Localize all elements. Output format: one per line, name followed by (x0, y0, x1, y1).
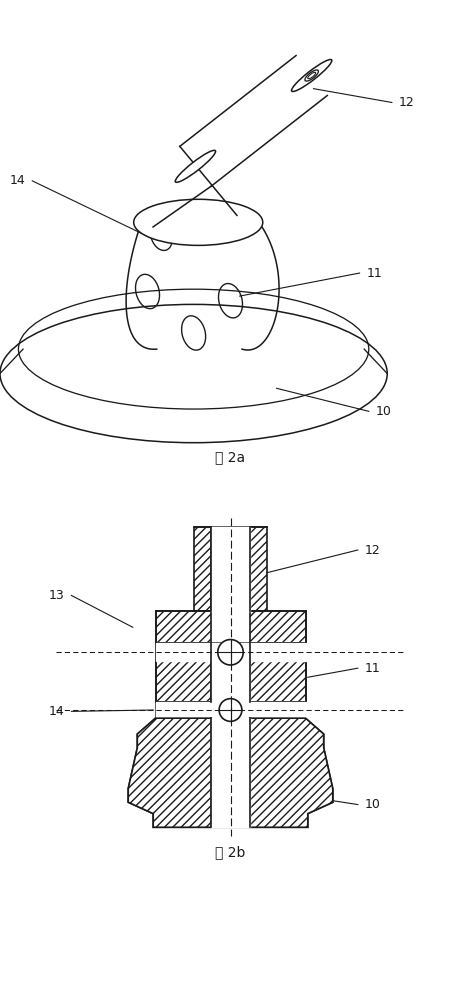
Ellipse shape (291, 59, 332, 92)
Text: 图 2a: 图 2a (215, 450, 246, 464)
Polygon shape (212, 718, 249, 827)
Polygon shape (128, 718, 212, 827)
Text: 12: 12 (399, 96, 414, 109)
Polygon shape (249, 643, 306, 661)
Ellipse shape (175, 150, 216, 182)
Polygon shape (249, 611, 306, 643)
Text: 13: 13 (49, 589, 65, 602)
Circle shape (219, 699, 242, 721)
Polygon shape (212, 643, 249, 702)
Polygon shape (155, 611, 212, 643)
Text: 图 2b: 图 2b (215, 845, 246, 859)
Polygon shape (249, 702, 306, 718)
Polygon shape (155, 643, 306, 661)
Text: 11: 11 (366, 267, 382, 280)
Polygon shape (155, 643, 212, 702)
Text: 10: 10 (376, 405, 391, 418)
Text: 10: 10 (365, 798, 380, 811)
Polygon shape (128, 718, 333, 827)
Polygon shape (155, 702, 306, 718)
Polygon shape (249, 527, 267, 611)
Polygon shape (249, 643, 306, 702)
Polygon shape (212, 527, 249, 611)
Text: 14: 14 (49, 705, 65, 718)
Ellipse shape (134, 199, 263, 245)
Text: 11: 11 (365, 662, 380, 675)
Circle shape (218, 640, 243, 665)
Polygon shape (194, 527, 212, 611)
Text: 12: 12 (365, 544, 380, 556)
Polygon shape (155, 702, 212, 718)
Text: 14: 14 (10, 174, 25, 187)
Polygon shape (155, 643, 212, 661)
Polygon shape (249, 718, 333, 827)
